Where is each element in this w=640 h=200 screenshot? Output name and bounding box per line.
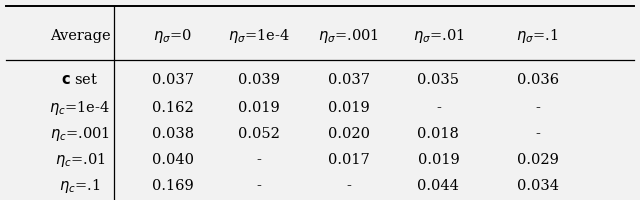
Text: 0.039: 0.039 [238,73,280,87]
Text: $\eta_c$=.1: $\eta_c$=.1 [60,177,100,195]
Text: 0.162: 0.162 [152,101,194,115]
Text: 0.019: 0.019 [238,101,280,115]
Text: $\eta_\sigma$=1e-4: $\eta_\sigma$=1e-4 [228,27,290,45]
Text: 0.038: 0.038 [152,127,194,141]
Text: 0.019: 0.019 [328,101,370,115]
Text: 0.169: 0.169 [152,179,194,193]
Text: $\eta_\sigma$=0: $\eta_\sigma$=0 [154,27,192,45]
Text: 0.044: 0.044 [417,179,460,193]
Text: 0.037: 0.037 [328,73,370,87]
Text: -: - [346,179,351,193]
Text: $\mathbf{c}$ set: $\mathbf{c}$ set [61,72,99,88]
Text: 0.040: 0.040 [152,153,194,167]
Text: $\eta_c$=1e-4: $\eta_c$=1e-4 [49,99,111,117]
Text: 0.034: 0.034 [516,179,559,193]
Text: 0.017: 0.017 [328,153,370,167]
Text: 0.019: 0.019 [417,153,460,167]
Text: -: - [436,101,441,115]
Text: -: - [535,127,540,141]
Text: 0.029: 0.029 [516,153,559,167]
Text: $\eta_\sigma$=.01: $\eta_\sigma$=.01 [413,27,464,45]
Text: 0.020: 0.020 [328,127,370,141]
Text: 0.037: 0.037 [152,73,194,87]
Text: -: - [257,179,262,193]
Text: 0.036: 0.036 [516,73,559,87]
Text: 0.052: 0.052 [238,127,280,141]
Text: -: - [535,101,540,115]
Text: 0.018: 0.018 [417,127,460,141]
Text: $\eta_c$=.01: $\eta_c$=.01 [54,151,106,169]
Text: Average: Average [50,29,110,43]
Text: $\eta_c$=.001: $\eta_c$=.001 [50,125,110,143]
Text: 0.035: 0.035 [417,73,460,87]
Text: $\eta_\sigma$=.001: $\eta_\sigma$=.001 [318,27,380,45]
Text: -: - [257,153,262,167]
Text: $\eta_\sigma$=.1: $\eta_\sigma$=.1 [516,27,559,45]
